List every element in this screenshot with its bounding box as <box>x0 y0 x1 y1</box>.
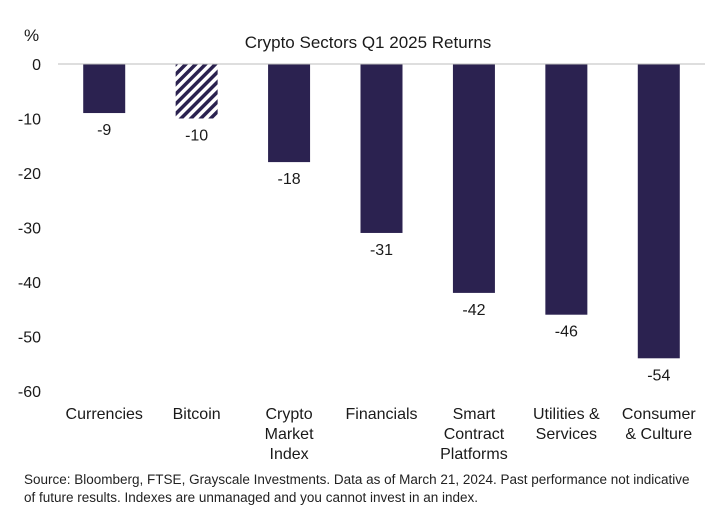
y-axis: 0 -10 -20 -30 -40 -50 -60 <box>18 57 41 401</box>
source-note: Source: Bloomberg, FTSE, Grayscale Inves… <box>24 472 690 505</box>
y-tick-label: 0 <box>32 57 41 74</box>
data-label: -18 <box>278 171 301 188</box>
data-label: -42 <box>462 302 485 319</box>
y-tick-label: -40 <box>18 275 41 292</box>
x-tick-label: Index <box>270 446 309 463</box>
y-tick-label: -10 <box>18 112 41 129</box>
bar <box>83 64 126 114</box>
bars <box>83 64 680 359</box>
bar <box>268 64 311 163</box>
data-label: -31 <box>370 242 393 259</box>
x-tick-label: Services <box>536 426 597 443</box>
x-tick-label: & Culture <box>625 426 692 443</box>
chart-title: Crypto Sectors Q1 2025 Returns <box>245 33 492 52</box>
bar <box>545 64 588 315</box>
y-tick-label: -60 <box>18 384 41 401</box>
x-tick-label: Platforms <box>440 446 508 463</box>
data-label: -54 <box>647 367 670 384</box>
data-label: -46 <box>555 324 578 341</box>
y-tick-label: -20 <box>18 166 41 183</box>
x-tick-label: Financials <box>345 406 417 423</box>
x-tick-label: Market <box>265 426 314 443</box>
x-tick-label: Consumer <box>622 406 696 423</box>
x-tick-label: Contract <box>444 426 505 443</box>
bar <box>175 64 218 119</box>
x-tick-label: Currencies <box>66 406 143 423</box>
x-tick-label: Bitcoin <box>173 406 221 423</box>
data-label: -10 <box>185 128 208 145</box>
bar <box>360 64 403 233</box>
bar-chart: % Crypto Sectors Q1 2025 Returns 0 -10 -20… <box>18 26 705 463</box>
bar <box>637 64 680 359</box>
bar <box>452 64 495 293</box>
x-tick-label: Utilities & <box>533 406 600 423</box>
x-tick-label: Crypto <box>266 406 313 423</box>
y-tick-label: -30 <box>18 221 41 238</box>
x-tick-label: Smart <box>453 406 496 423</box>
y-unit-label: % <box>24 26 39 45</box>
data-labels: -9 -10 -18 -31 -42 -46 -54 <box>97 122 670 384</box>
x-axis-labels: Currencies Bitcoin Crypto Market Index Financ… <box>66 406 697 463</box>
data-label: -9 <box>97 122 111 139</box>
y-tick-label: -50 <box>18 330 41 347</box>
